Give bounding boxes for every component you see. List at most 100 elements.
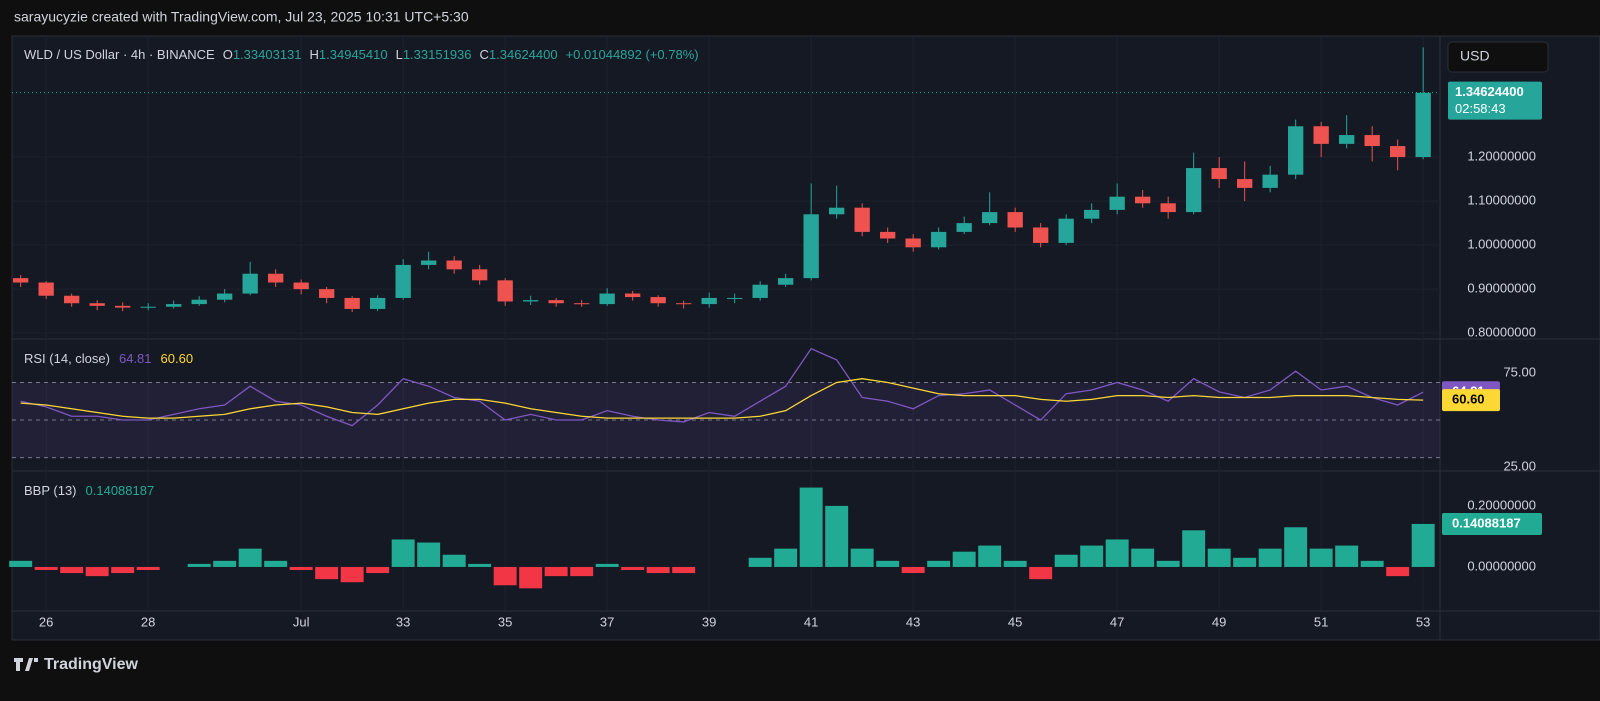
candle-body [217, 293, 233, 300]
y-tick-label: 0.80000000 [1467, 325, 1536, 340]
bbp-bar [60, 566, 84, 574]
value-badge [1442, 512, 1542, 535]
candle-body [89, 303, 105, 306]
bbp-bar [621, 566, 645, 571]
candle-body [1058, 218, 1074, 243]
x-tick-label: 45 [1008, 614, 1022, 629]
bbp-bar [1284, 527, 1308, 567]
bbp-bar [85, 566, 109, 577]
candle-body [446, 260, 462, 270]
ohlc-key: O [223, 47, 233, 62]
candle-body [1237, 179, 1253, 188]
bbp-bar [876, 560, 900, 567]
y-tick-label: 1.00000000 [1467, 237, 1536, 252]
x-tick-label: 26 [39, 614, 53, 629]
ohlc-key: C [480, 47, 489, 62]
candle-body [574, 303, 590, 305]
candle-body [1135, 196, 1151, 204]
indicator-title: RSI (14, close) [24, 351, 110, 366]
legend-value: 0.14088187 [86, 483, 155, 498]
candle-body [1033, 227, 1049, 243]
indicator-title: BBP (13) [24, 483, 77, 498]
x-tick-label: 47 [1110, 614, 1124, 629]
bbp-bar [289, 566, 313, 571]
bbp-bar [1207, 548, 1231, 567]
brand-logo [14, 658, 38, 671]
symbol: WLD / US Dollar · 4h · BINANCE [24, 47, 215, 62]
candle-body [344, 297, 360, 309]
candle-body [370, 297, 386, 309]
bbp-bar [570, 566, 594, 577]
credit: sarayucyzie created with TradingView.com… [14, 9, 469, 25]
bbp-bar [825, 505, 849, 567]
y-tick-label: 0.90000000 [1467, 281, 1536, 296]
rsi-line [20, 378, 1424, 419]
bbp-bar [901, 566, 925, 574]
candle-body [676, 303, 692, 305]
x-tick-label: 51 [1314, 614, 1328, 629]
candle-body [752, 284, 768, 298]
bbp-bar [1080, 545, 1104, 567]
bbp-bar [468, 563, 492, 567]
candle-body [548, 300, 564, 304]
candle-body [625, 293, 641, 298]
y-tick-label: 1.20000000 [1467, 149, 1536, 164]
x-tick-label: 41 [804, 614, 818, 629]
x-tick-label: 33 [396, 614, 410, 629]
bbp-bar [213, 560, 237, 567]
candle-body [1262, 174, 1278, 188]
bbp-bar [927, 560, 951, 567]
candle-body [38, 282, 54, 296]
ohlc-value: 1.34624400 [489, 47, 558, 62]
candle-body [472, 269, 488, 281]
candle-body [1211, 168, 1227, 180]
candle-body [64, 295, 80, 304]
candle-body [701, 297, 717, 305]
bbp-bar [442, 554, 466, 567]
bbp-bar [391, 539, 415, 567]
bbp-bar [748, 557, 772, 567]
currency: USD [1460, 48, 1490, 64]
legend-value: 64.81 [119, 351, 152, 366]
x-tick-label: 39 [702, 614, 716, 629]
candle-body [956, 223, 972, 232]
bbp-bar [1309, 548, 1333, 567]
candle-body [523, 300, 539, 302]
candle-body [1313, 126, 1329, 144]
ohlc-value: 1.34945410 [319, 47, 388, 62]
x-tick-label: 53 [1416, 614, 1430, 629]
bbp-bar [1411, 523, 1435, 567]
bbp-bar [187, 563, 211, 567]
bbp-bar [774, 548, 798, 567]
bbp-bar [1258, 548, 1282, 567]
value-badge-label: 0.14088187 [1452, 515, 1521, 530]
x-tick-label: 43 [906, 614, 920, 629]
y-tick-label: 0.00000000 [1467, 558, 1536, 573]
indicator-legend: BBP (13) 0.14088187 [24, 483, 154, 498]
last-price-label: 1.34624400 [1455, 84, 1524, 99]
bbp-bar [978, 545, 1002, 567]
bbp-bar [417, 542, 441, 567]
candle-body [13, 278, 29, 283]
ohlc-key: H [310, 47, 319, 62]
candle-body [982, 212, 998, 224]
x-tick-label: Jul [293, 614, 310, 629]
candle-body [268, 273, 284, 283]
bbp-bar [315, 566, 339, 580]
countdown: 02:58:43 [1455, 101, 1506, 116]
bbp-bar [493, 566, 517, 586]
bbp-bar [799, 487, 823, 567]
bbp-bar [1360, 560, 1384, 567]
rsi-line [20, 347, 1424, 427]
candle-body [1364, 135, 1380, 147]
candle-body [1109, 196, 1125, 210]
bbp-bar [34, 566, 58, 571]
currency-button[interactable] [1447, 41, 1549, 73]
change: +0.01044892 (+0.78%) [566, 47, 699, 62]
candle-body [727, 297, 743, 299]
candle-body [1186, 168, 1202, 213]
candle-body [854, 207, 870, 232]
marks: 26 28 Jul 33 35 37 39 41 43 45 47 49 51 53 0.80000000 0… [9, 47, 1542, 629]
candle-body [242, 273, 258, 294]
